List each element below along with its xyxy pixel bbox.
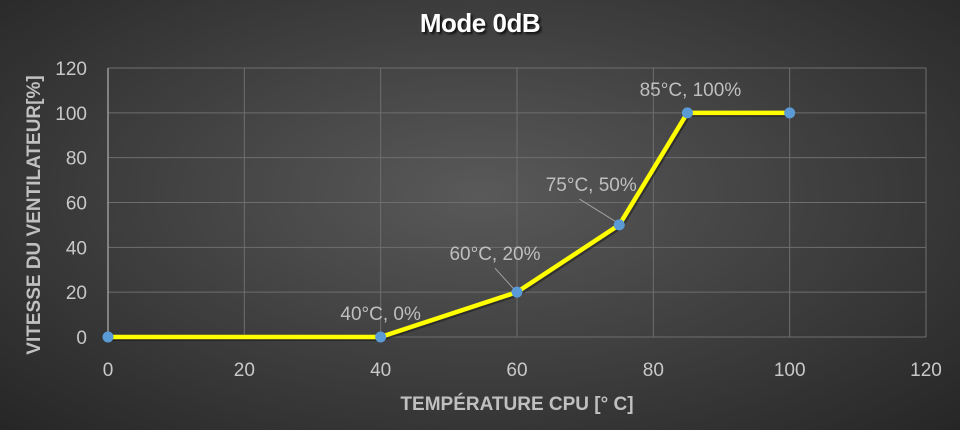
data-label: 40°C, 0% — [340, 304, 421, 325]
data-point-marker — [784, 107, 796, 119]
label-leader-lines — [494, 198, 617, 290]
fan-curve-line — [108, 110, 790, 340]
y-tick-label: 100 — [55, 104, 87, 125]
data-point-marker — [511, 286, 523, 298]
leader-line — [578, 198, 617, 223]
data-label: 60°C, 20% — [449, 244, 540, 265]
data-point-marker — [681, 107, 693, 119]
x-tick-label: 40 — [370, 360, 391, 381]
data-label: 85°C, 100% — [640, 80, 742, 101]
data-point-marker — [102, 331, 114, 343]
y-tick-label: 40 — [66, 238, 87, 259]
y-axis-title: VITESSE DU VENTILATEUR[%] — [24, 75, 45, 354]
x-tick-label: 80 — [643, 360, 664, 381]
y-tick-label: 80 — [66, 149, 87, 170]
x-tick-label: 0 — [103, 360, 114, 381]
data-labels: 40°C, 0% 60°C, 20% 75°C, 50% 85°C, 100% — [340, 80, 741, 325]
x-axis-ticks: 0 20 40 60 80 100 120 — [103, 360, 942, 381]
x-tick-label: 20 — [234, 360, 255, 381]
y-tick-label: 0 — [76, 328, 87, 349]
chart-title: Mode 0dB — [419, 8, 541, 38]
x-tick-label: 60 — [506, 360, 527, 381]
y-tick-label: 20 — [66, 283, 87, 304]
y-tick-label: 60 — [66, 194, 87, 215]
data-point-marker — [613, 219, 625, 231]
x-axis-title: TEMPÉRATURE CPU [° C] — [400, 393, 633, 415]
y-tick-label: 120 — [55, 59, 87, 80]
data-label: 75°C, 50% — [546, 175, 637, 196]
fan-curve-series — [102, 107, 796, 343]
x-tick-label: 120 — [910, 360, 942, 381]
x-tick-label: 100 — [774, 360, 806, 381]
data-point-marker — [375, 331, 387, 343]
y-axis-ticks: 0 20 40 60 80 100 120 — [55, 59, 87, 349]
leader-line — [494, 267, 515, 290]
